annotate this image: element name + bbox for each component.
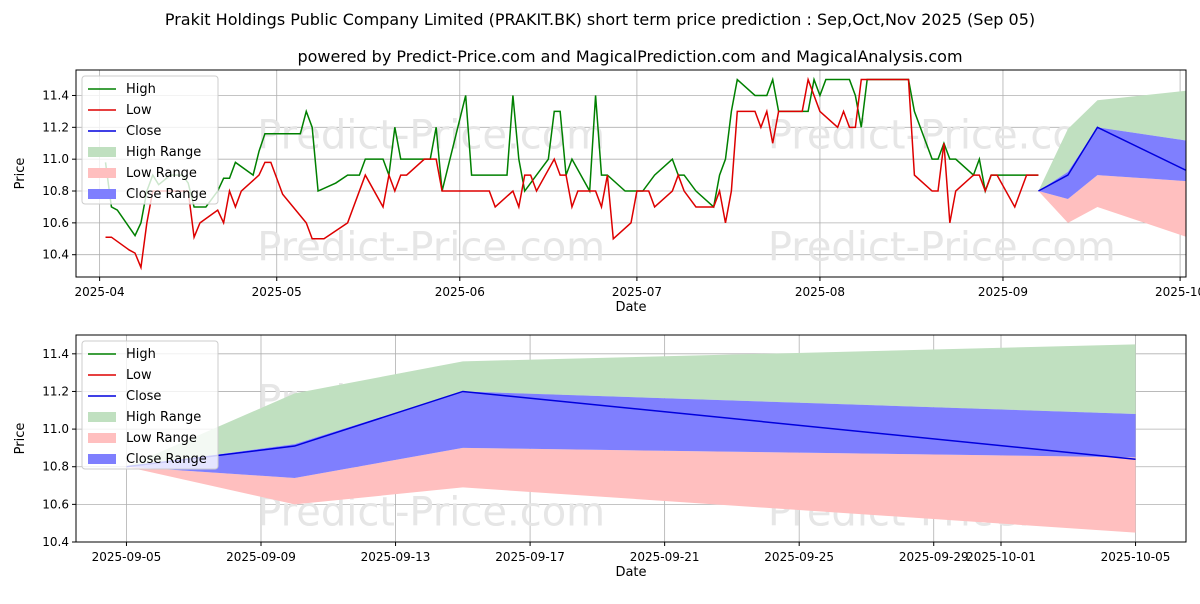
overview-legend-label: Close Range [126,187,207,202]
overview-y-tick-label: 10.8 [42,184,69,198]
detail-legend-label: High Range [126,410,201,425]
detail-x-tick-label: 2025-09-29 [899,550,969,564]
overview-watermark: Predict-Price.com [768,224,1116,270]
detail-x-tick-label: 2025-09-09 [226,550,296,564]
detail-y-tick-label: 10.6 [42,497,69,511]
overview-y-tick-label: 10.4 [42,248,69,262]
overview-high-range-band [1038,90,1186,192]
detail-legend-swatch [88,433,116,443]
detail-y-axis-label: Price [13,423,28,455]
overview-legend-swatch [88,189,116,199]
overview-y-tick-label: 11.4 [42,88,69,102]
overview-panel: Predict-Price.com Predict-Price.comPredic… [13,69,1200,315]
detail-legend-label: High [126,347,156,362]
overview-y-tick-label: 11.0 [42,152,69,166]
overview-x-tick-label: 2025-05 [252,285,302,299]
detail-x-tick-label: 2025-09-25 [764,550,834,564]
overview-low-line [105,76,1039,271]
detail-x-tick-label: 2025-10-01 [966,550,1036,564]
detail-low-range-band [126,447,1136,533]
detail-y-tick-label: 11.4 [42,347,69,361]
overview-legend-label: Low [126,103,152,118]
overview-x-tick-label: 2025-09 [978,285,1028,299]
detail-x-tick-label: 2025-09-21 [630,550,700,564]
detail-y-tick-label: 11.0 [42,422,69,436]
chart-subtitle: powered by Predict-Price.com and Magical… [297,47,962,66]
detail-legend-swatch [88,412,116,422]
overview-legend: High Low Close High Range Low Range Close Ran… [81,75,219,205]
forecast-detail-panel: Predict-Price.comPredict-Price.comPredic… [13,334,1187,580]
detail-legend-label: Low [126,368,152,383]
overview-legend-swatch [88,168,116,178]
detail-high-range-band [126,344,1136,467]
overview-axes-frame [75,69,1187,278]
chart-title: Prakit Holdings Public Company Limited (… [165,10,1035,29]
overview-x-tick-label: 2025-10 [1155,285,1200,299]
overview-close-range-band [1038,127,1186,199]
overview-close-line [1038,126,1186,192]
overview-y-tick-label: 11.2 [42,120,69,134]
detail-legend-label: Low Range [126,431,197,446]
detail-y-tick-label: 10.8 [42,460,69,474]
detail-legend: High Low Close High Range Low Range Close Ran… [81,340,219,470]
overview-y-tick-label: 10.6 [42,216,69,230]
detail-y-tick-label: 10.4 [42,535,69,549]
overview-x-tick-label: 2025-08 [795,285,845,299]
detail-close-range-band [126,391,1136,479]
detail-y-tick-label: 11.2 [42,384,69,398]
overview-x-tick-label: 2025-07 [612,285,662,299]
detail-legend-swatch [88,454,116,464]
overview-x-axis-label: Date [615,300,646,315]
detail-x-tick-label: 2025-09-13 [361,550,431,564]
detail-legend-label: Close [126,389,161,404]
detail-x-tick-label: 2025-09-17 [495,550,565,564]
detail-x-tick-label: 2025-09-05 [92,550,162,564]
detail-legend-label: Close Range [126,452,207,467]
detail-x-axis-label: Date [615,565,646,580]
overview-legend-label: High [126,82,156,97]
overview-watermark: Predict-Price.com [257,224,605,270]
overview-legend-label: Low Range [126,166,197,181]
overview-low-range-band [1038,175,1186,237]
detail-axes-frame [75,334,1187,543]
overview-x-tick-label: 2025-04 [75,285,125,299]
overview-legend-label: Close [126,124,161,139]
overview-high-line [104,76,1039,238]
overview-legend-swatch [88,147,116,157]
overview-legend-label: High Range [126,145,201,160]
overview-y-axis-label: Price [13,158,28,190]
overview-x-tick-label: 2025-06 [435,285,485,299]
detail-x-tick-label: 2025-10-05 [1101,550,1171,564]
